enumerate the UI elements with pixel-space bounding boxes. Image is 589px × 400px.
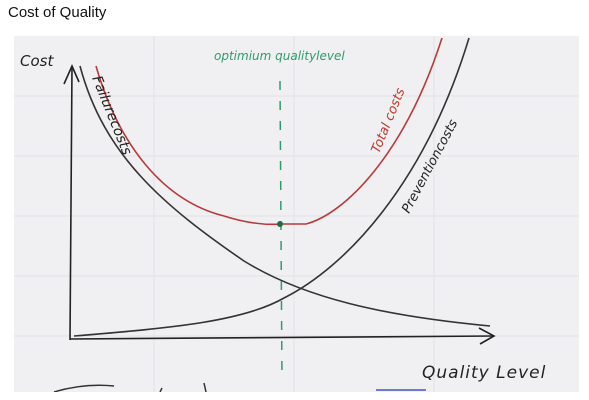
total-costs-curve <box>95 37 443 226</box>
x-axis-label: Quality Level <box>422 363 546 383</box>
hand-drawn-diagram-photo: Cost Quality Level optimium qualitylevel… <box>14 36 579 392</box>
y-axis <box>63 64 80 341</box>
paper-grid <box>14 36 579 392</box>
optimum-point <box>277 221 283 227</box>
prevention-costs-curve <box>73 37 470 337</box>
optimum-quality-label: optimium qualitylevel <box>214 49 345 63</box>
failure-costs-curve <box>79 65 491 327</box>
y-axis-label: Cost <box>20 52 54 70</box>
bottom-pen-marks <box>53 382 426 392</box>
x-axis <box>69 327 496 345</box>
page-title: Cost of Quality <box>8 4 107 21</box>
